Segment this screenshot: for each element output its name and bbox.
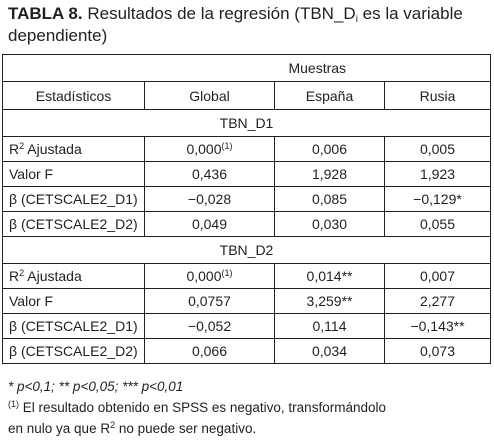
row-label: β (CETSCALE2_D1) <box>2 186 145 212</box>
header-blank-cell <box>2 54 145 82</box>
cell-espana: 0,014** <box>274 263 385 289</box>
table-row: Valor F 0,0757 3,259** 2,277 <box>2 288 491 314</box>
row-label: Valor F <box>2 288 145 314</box>
title-text-a: Resultados de la regresión (TBN_D <box>82 4 356 23</box>
table-row: β (CETSCALE2_D1) −0,028 0,085 −0,129* <box>2 186 491 212</box>
title-line-2: dependiente) <box>8 26 108 45</box>
col-header-estadisticos: Estadísticos <box>2 81 145 110</box>
significance-footnote: * p<0,1; ** p<0,05; *** p<0,01 <box>8 379 184 394</box>
row-label: Valor F <box>2 161 145 187</box>
column-header-row: Estadísticos Global España Rusia <box>2 81 491 110</box>
regression-table: Muestras Estadísticos Global España Rusi… <box>2 54 491 364</box>
cell-espana: 3,259** <box>274 288 385 314</box>
footnote-1-line-2: en nulo ya que R2 no puede ser negativo. <box>8 420 257 437</box>
table-row: β (CETSCALE2_D2) 0,066 0,034 0,073 <box>2 338 491 364</box>
cell-global: −0,052 <box>144 313 275 339</box>
cell-global: 0,066 <box>144 338 275 364</box>
cell-espana: 0,085 <box>274 186 385 212</box>
section-title-tbn-d2: TBN_D2 <box>2 236 491 264</box>
row-label: R2 Ajustada <box>2 136 145 162</box>
table-number: TABLA 8. <box>8 4 83 23</box>
group-header-row: Muestras <box>2 54 491 82</box>
cell-rusia: 0,005 <box>384 136 491 162</box>
section-header-row: TBN_D2 <box>2 236 491 264</box>
row-label: β (CETSCALE2_D1) <box>2 313 145 339</box>
footnote-marker: (1) <box>8 399 19 409</box>
cell-global: 0,049 <box>144 211 275 237</box>
col-header-global: Global <box>144 81 275 110</box>
table-row: Valor F 0,436 1,928 1,923 <box>2 161 491 187</box>
table-row: β (CETSCALE2_D1) −0,052 0,114 −0,143** <box>2 313 491 339</box>
title-text-b: es la variable <box>357 4 463 23</box>
cell-rusia: −0,143** <box>384 313 491 339</box>
col-header-espana: España <box>274 81 385 110</box>
group-header-muestras: Muestras <box>144 54 491 82</box>
cell-global: 0,0757 <box>144 288 275 314</box>
footnote-1-line-1: (1) El resultado obtenido en SPSS es neg… <box>8 399 386 416</box>
cell-espana: 1,928 <box>274 161 385 187</box>
cell-global: 0,000(1) <box>144 136 275 162</box>
title-subscript: i <box>355 14 358 25</box>
table-row: β (CETSCALE2_D2) 0,049 0,030 0,055 <box>2 211 491 237</box>
cell-rusia: 1,923 <box>384 161 491 187</box>
cell-rusia: 0,055 <box>384 211 491 237</box>
table-title: TABLA 8. Resultados de la regresión (TBN… <box>8 3 488 47</box>
cell-espana: 0,030 <box>274 211 385 237</box>
cell-rusia: 0,007 <box>384 263 491 289</box>
cell-espana: 0,034 <box>274 338 385 364</box>
row-label: β (CETSCALE2_D2) <box>2 211 145 237</box>
cell-rusia: 2,277 <box>384 288 491 314</box>
col-header-rusia: Rusia <box>384 81 491 110</box>
row-label: R2 Ajustada <box>2 263 145 289</box>
cell-rusia: −0,129* <box>384 186 491 212</box>
section-title-tbn-d1: TBN_D1 <box>2 109 491 137</box>
cell-rusia: 0,073 <box>384 338 491 364</box>
table-row: R2 Ajustada 0,000(1) 0,014** 0,007 <box>2 263 491 289</box>
cell-global: −0,028 <box>144 186 275 212</box>
table-row: R2 Ajustada 0,000(1) 0,006 0,005 <box>2 136 491 162</box>
cell-espana: 0,114 <box>274 313 385 339</box>
cell-global: 0,436 <box>144 161 275 187</box>
row-label: β (CETSCALE2_D2) <box>2 338 145 364</box>
section-header-row: TBN_D1 <box>2 109 491 137</box>
cell-global: 0,000(1) <box>144 263 275 289</box>
cell-espana: 0,006 <box>274 136 385 162</box>
